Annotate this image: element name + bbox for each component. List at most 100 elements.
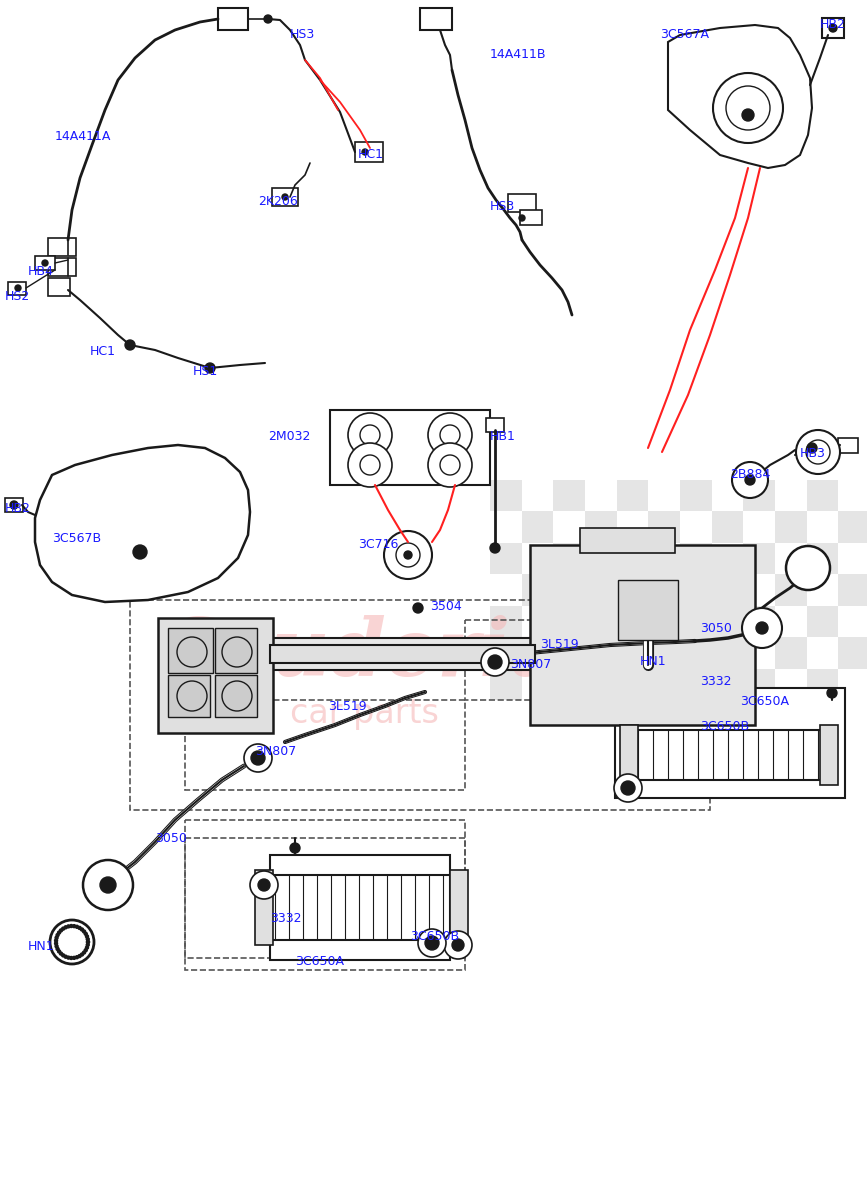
Bar [712,637,743,668]
Bar [553,542,585,575]
Circle shape [62,954,65,956]
Circle shape [81,953,83,956]
Circle shape [64,925,68,929]
Bar [616,668,649,700]
Circle shape [60,929,62,932]
Circle shape [440,425,460,445]
Circle shape [251,751,265,766]
Bar [712,511,743,542]
Text: 3050: 3050 [155,832,187,845]
Bar [618,580,678,640]
Circle shape [86,943,89,947]
Text: HN1: HN1 [640,655,667,668]
Bar [553,606,585,637]
Circle shape [222,637,252,667]
Circle shape [404,551,412,559]
Circle shape [133,545,147,559]
Bar [553,668,585,700]
Circle shape [481,648,509,676]
Circle shape [55,944,58,948]
Circle shape [428,413,472,457]
Bar [680,480,712,511]
Circle shape [69,924,73,928]
Circle shape [756,622,768,634]
Circle shape [56,948,59,950]
Bar [250,638,720,670]
Bar [5,498,23,512]
Bar [355,142,383,162]
Bar [806,606,838,637]
Circle shape [362,149,368,155]
Circle shape [81,928,83,931]
Bar [522,637,553,668]
Text: 3C650B: 3C650B [700,720,749,733]
Polygon shape [668,25,812,168]
Circle shape [827,688,837,698]
Text: 3C716: 3C716 [358,538,398,551]
Circle shape [796,430,840,474]
Text: HS1: HS1 [193,365,218,378]
Circle shape [10,502,18,509]
Bar [806,668,838,700]
Bar [615,688,845,798]
Circle shape [62,928,65,930]
Text: HS3: HS3 [490,200,515,214]
Circle shape [82,952,86,954]
Circle shape [100,877,116,893]
Bar [580,528,675,553]
Text: HB2: HB2 [5,502,31,515]
Circle shape [258,878,270,890]
Text: 3050: 3050 [700,622,732,635]
Bar [838,511,867,542]
Circle shape [713,73,783,143]
Circle shape [75,925,78,929]
Bar [185,820,465,970]
Text: 2M032: 2M032 [268,430,310,443]
Text: 3C567A: 3C567A [660,28,709,41]
Text: HB1: HB1 [490,430,516,443]
Circle shape [519,215,525,221]
Polygon shape [35,445,250,602]
Text: 3332: 3332 [270,912,302,925]
Circle shape [360,425,380,445]
Circle shape [78,954,81,958]
Bar [450,870,468,946]
Bar [168,628,213,673]
Circle shape [244,744,272,772]
Circle shape [440,455,460,475]
Circle shape [726,86,770,130]
Text: HB2: HB2 [820,18,846,31]
Bar [522,511,553,542]
Bar [255,870,273,946]
Bar [553,480,585,511]
Circle shape [86,937,89,941]
Bar [775,637,806,668]
Circle shape [444,931,472,959]
Text: 3L519: 3L519 [328,700,367,713]
Circle shape [57,931,61,934]
Circle shape [742,109,754,121]
Circle shape [57,950,61,953]
Circle shape [806,440,830,464]
Circle shape [348,443,392,487]
Bar [420,8,452,30]
Text: Scuderia: Scuderia [165,616,564,692]
Circle shape [786,546,830,590]
Text: car parts: car parts [290,697,439,731]
Text: 3N807: 3N807 [510,658,551,671]
Bar [649,511,680,542]
Bar [743,542,775,575]
Circle shape [488,655,502,670]
Circle shape [15,284,21,290]
Text: HB4: HB4 [28,265,54,278]
Bar [465,620,705,700]
Text: HN1: HN1 [28,940,55,953]
Circle shape [396,542,420,566]
Bar [48,278,70,296]
Circle shape [290,842,300,853]
Circle shape [64,955,68,959]
Text: 3332: 3332 [700,674,732,688]
Circle shape [67,956,70,959]
Text: 3C567B: 3C567B [52,532,101,545]
Bar [712,575,743,606]
